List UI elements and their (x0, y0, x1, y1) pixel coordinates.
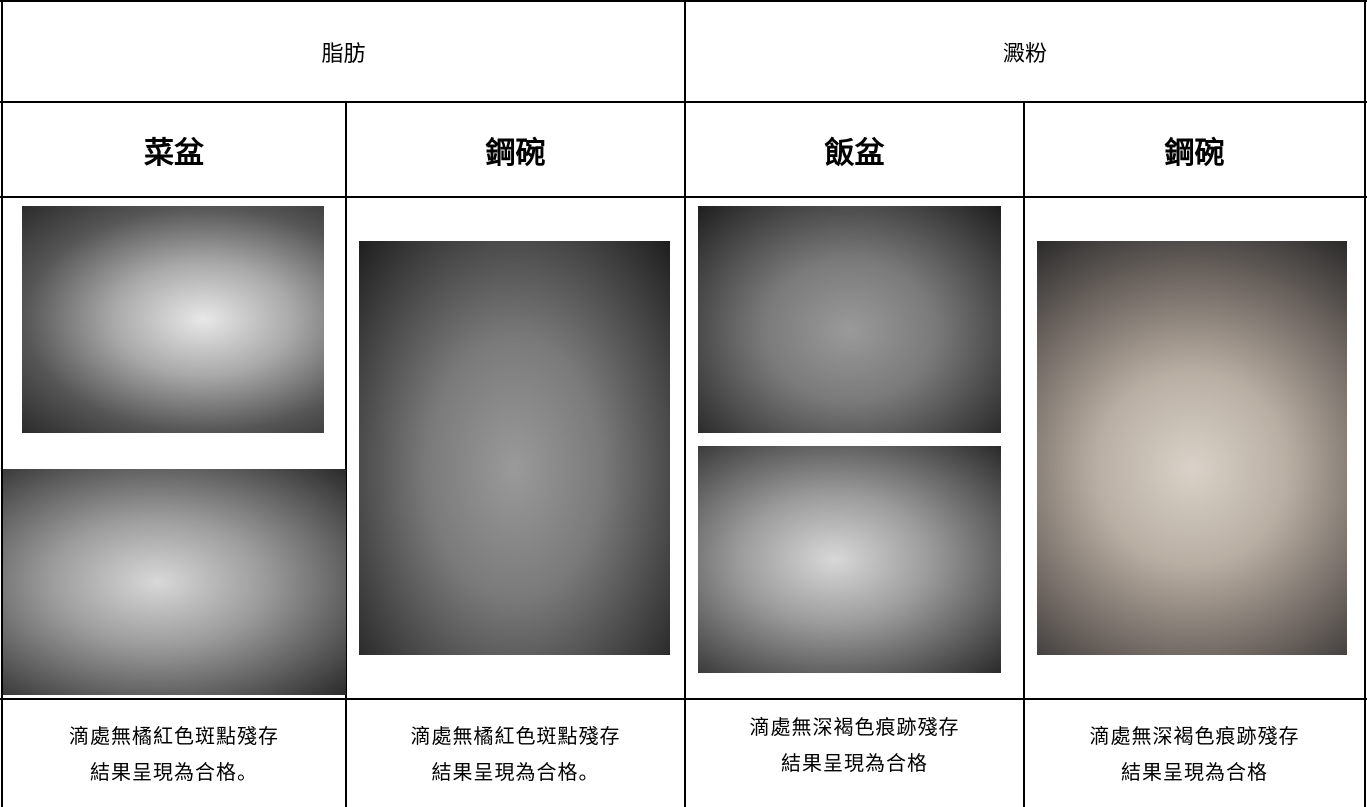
border (684, 0, 686, 807)
subheader-cell: 菜盆 (144, 135, 204, 171)
caption-cell: 滴處無深褐色痕跡殘存 結果呈現為合格 (686, 700, 1023, 790)
caption-line: 滴處無深褐色痕跡殘存 (749, 715, 960, 739)
caption-cell: 滴處無橘紅色斑點殘存 結果呈現為合格。 (3, 700, 345, 807)
caption-line: 結果呈現為合格。 (90, 759, 258, 784)
border (1, 0, 3, 807)
photo (3, 469, 346, 695)
photo (698, 206, 1001, 433)
header-cell: 澱粉 (1002, 41, 1047, 67)
border (0, 196, 1367, 198)
border (1364, 0, 1366, 807)
border (0, 0, 1367, 2)
border (345, 101, 347, 807)
caption-line: 滴處無橘紅色斑點殘存 (410, 723, 621, 748)
caption-cell: 滴處無橘紅色斑點殘存 結果呈現為合格。 (347, 700, 684, 807)
subheader-cell: 飯盆 (824, 135, 885, 171)
subheader-cell: 鋼碗 (1164, 135, 1225, 171)
subheader-cell: 鋼碗 (485, 135, 546, 171)
border (1023, 101, 1025, 807)
photo (698, 446, 1001, 673)
caption-cell: 滴處無深褐色痕跡殘存 結果呈現為合格 (1025, 700, 1364, 807)
border (0, 698, 1367, 700)
border (0, 101, 1367, 103)
photo (22, 206, 324, 433)
caption-line: 滴處無橘紅色斑點殘存 (69, 723, 279, 748)
caption-line: 結果呈現為合格 (1121, 759, 1268, 784)
photo (1037, 241, 1347, 655)
caption-line: 結果呈現為合格 (781, 751, 928, 775)
header-cell: 脂肪 (321, 41, 366, 67)
photo (359, 241, 670, 655)
caption-line: 滴處無深褐色痕跡殘存 (1089, 723, 1300, 748)
caption-line: 結果呈現為合格。 (431, 759, 600, 784)
